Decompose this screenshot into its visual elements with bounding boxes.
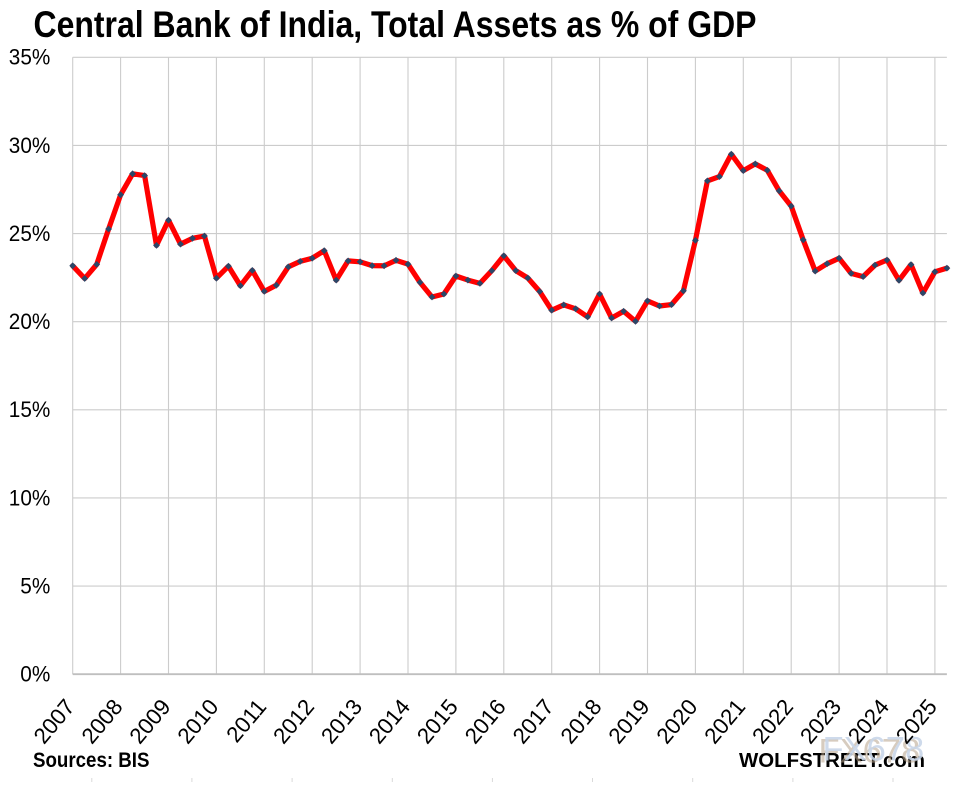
- svg-text:2018: 2018: [556, 694, 607, 748]
- svg-text:2021: 2021: [699, 694, 750, 748]
- svg-text:2012: 2012: [268, 694, 319, 748]
- svg-text:Sources: BIS: Sources: BIS: [33, 749, 150, 772]
- svg-text:FX678: FX678: [819, 733, 921, 771]
- svg-text:2013: 2013: [316, 694, 367, 748]
- svg-text:2016: 2016: [460, 694, 511, 748]
- svg-text:2007: 2007: [29, 694, 80, 748]
- svg-text:20%: 20%: [9, 309, 51, 334]
- svg-text:2020: 2020: [651, 694, 702, 748]
- svg-text:2014: 2014: [364, 694, 415, 748]
- svg-text:5%: 5%: [20, 574, 50, 599]
- svg-text:2011: 2011: [221, 694, 271, 747]
- svg-text:2008: 2008: [77, 694, 128, 748]
- svg-text:0%: 0%: [20, 662, 50, 687]
- svg-text:15%: 15%: [9, 397, 51, 422]
- svg-text:2015: 2015: [412, 694, 463, 748]
- svg-text:30%: 30%: [9, 133, 51, 158]
- svg-text:2022: 2022: [747, 694, 798, 748]
- svg-text:2009: 2009: [124, 694, 175, 748]
- svg-text:35%: 35%: [9, 45, 51, 70]
- svg-text:2017: 2017: [508, 694, 559, 748]
- svg-text:Central Bank of India, Total A: Central Bank of India, Total Assets as %…: [34, 4, 757, 45]
- svg-text:10%: 10%: [9, 485, 51, 510]
- svg-text:2019: 2019: [603, 694, 654, 748]
- svg-text:FX678: FX678: [823, 731, 925, 769]
- svg-text:WOLFSTREET.com: WOLFSTREET.com: [739, 750, 925, 772]
- svg-text:2010: 2010: [172, 694, 223, 748]
- svg-text:25%: 25%: [9, 221, 51, 246]
